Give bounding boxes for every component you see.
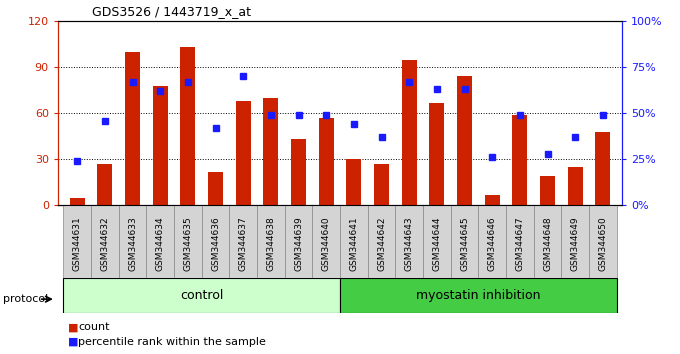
Bar <box>119 205 146 278</box>
Text: control: control <box>180 289 223 302</box>
Bar <box>180 47 195 205</box>
Bar <box>257 205 285 278</box>
Bar <box>91 205 119 278</box>
Text: percentile rank within the sample: percentile rank within the sample <box>78 337 266 347</box>
Text: GSM344649: GSM344649 <box>571 216 579 271</box>
Bar <box>174 205 202 278</box>
Text: GSM344644: GSM344644 <box>432 216 441 271</box>
Text: GSM344632: GSM344632 <box>101 216 109 271</box>
Bar <box>423 205 451 278</box>
Bar <box>589 205 617 278</box>
Bar <box>395 205 423 278</box>
Bar <box>152 86 168 205</box>
Text: GSM344636: GSM344636 <box>211 216 220 271</box>
Bar <box>318 118 334 205</box>
Bar <box>285 205 312 278</box>
Bar <box>340 278 617 313</box>
Bar <box>429 103 445 205</box>
Bar <box>229 205 257 278</box>
Text: GDS3526 / 1443719_x_at: GDS3526 / 1443719_x_at <box>92 5 251 18</box>
Text: GSM344638: GSM344638 <box>267 216 275 271</box>
Text: GSM344637: GSM344637 <box>239 216 248 271</box>
Bar <box>146 205 174 278</box>
Bar <box>512 115 528 205</box>
Text: ■: ■ <box>68 322 78 332</box>
Bar <box>534 205 561 278</box>
Bar <box>485 195 500 205</box>
Text: GSM344634: GSM344634 <box>156 216 165 271</box>
Bar <box>540 176 555 205</box>
Bar <box>63 205 91 278</box>
Text: GSM344631: GSM344631 <box>73 216 82 271</box>
Bar <box>374 164 389 205</box>
Text: GSM344641: GSM344641 <box>350 216 358 271</box>
Bar <box>457 76 472 205</box>
Text: GSM344648: GSM344648 <box>543 216 552 271</box>
Bar <box>208 172 223 205</box>
Text: GSM344642: GSM344642 <box>377 216 386 271</box>
Bar <box>125 52 140 205</box>
Text: GSM344647: GSM344647 <box>515 216 524 271</box>
Bar <box>346 159 362 205</box>
Text: protocol: protocol <box>3 294 49 304</box>
Bar <box>235 101 251 205</box>
Text: GSM344635: GSM344635 <box>184 216 192 271</box>
Bar <box>97 164 112 205</box>
Bar <box>451 205 478 278</box>
Bar <box>263 98 278 205</box>
Text: GSM344640: GSM344640 <box>322 216 330 271</box>
Text: myostatin inhibition: myostatin inhibition <box>416 289 541 302</box>
Text: GSM344645: GSM344645 <box>460 216 469 271</box>
Bar <box>340 205 368 278</box>
Text: GSM344646: GSM344646 <box>488 216 496 271</box>
Text: GSM344633: GSM344633 <box>128 216 137 271</box>
Bar <box>402 59 417 205</box>
Bar <box>312 205 340 278</box>
Bar <box>478 205 506 278</box>
Bar <box>69 198 85 205</box>
Bar <box>63 278 340 313</box>
Bar <box>202 205 229 278</box>
Text: GSM344650: GSM344650 <box>598 216 607 271</box>
Text: ■: ■ <box>68 337 78 347</box>
Bar <box>291 139 306 205</box>
Bar <box>595 132 611 205</box>
Text: GSM344643: GSM344643 <box>405 216 413 271</box>
Bar <box>368 205 395 278</box>
Text: GSM344639: GSM344639 <box>294 216 303 271</box>
Text: count: count <box>78 322 109 332</box>
Bar <box>561 205 589 278</box>
Bar <box>568 167 583 205</box>
Bar <box>506 205 534 278</box>
